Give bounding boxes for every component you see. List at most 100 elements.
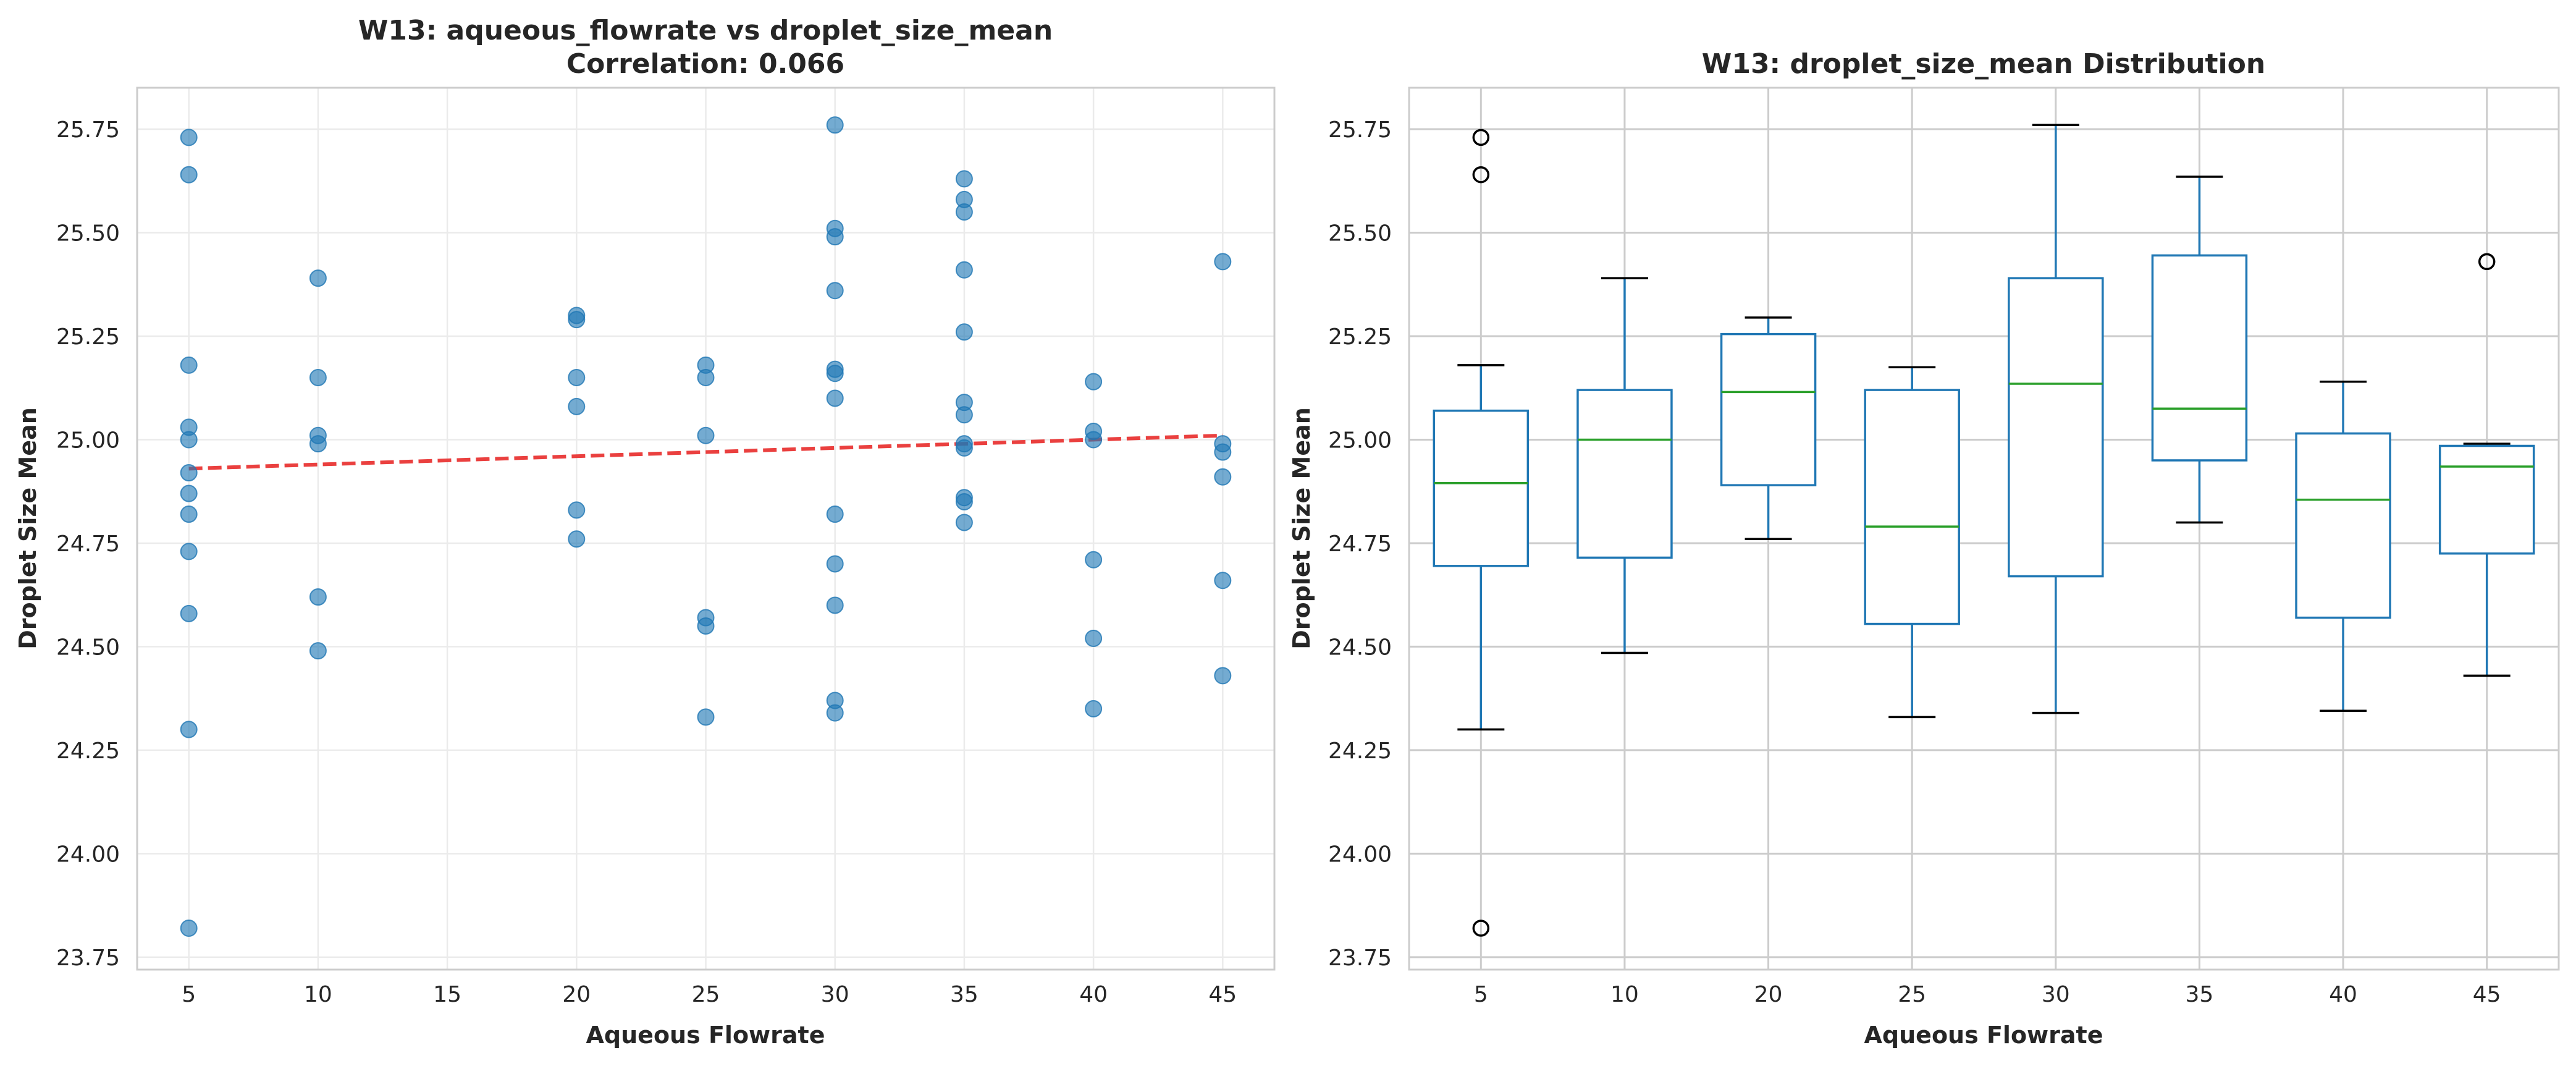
boxplot-outlier: [1472, 920, 1490, 937]
scatter-y-tick-label: 24.00: [56, 842, 120, 867]
scatter-point: [309, 642, 327, 660]
scatter-point: [1214, 443, 1232, 461]
boxplot-frame: [1408, 87, 2560, 971]
boxplot-y-ticks: 23.75 24.00 24.25 24.50 24.75 25.00 25.25 25.50…: [1328, 117, 1392, 971]
scatter-point: [180, 129, 198, 146]
scatter-x-tick-label: 10: [304, 982, 332, 1007]
boxplot-y-tick-label: 25.00: [1328, 428, 1392, 453]
boxplot-x-tick-label: 10: [1610, 982, 1639, 1007]
scatter-point: [1085, 700, 1103, 717]
scatter-point: [180, 356, 198, 374]
scatter-x-tick-label: 40: [1079, 982, 1108, 1007]
scatter-point: [826, 389, 844, 407]
boxplot-x-tick-label: 20: [1754, 982, 1783, 1007]
scatter-point: [826, 704, 844, 722]
scatter-x-tick-label: 35: [950, 982, 979, 1007]
boxplot-box-group: [2008, 124, 2104, 714]
scatter-point: [309, 588, 327, 606]
boxplot-box-group: [1433, 129, 1530, 937]
scatter-x-ticks: 5 10 15 20 25 30 35 40 45: [182, 982, 1237, 1007]
boxplot-panel: 5 10 20 25 30 35 40 45 23.75 24.00 24.25 24.50 24.7…: [1288, 48, 2560, 1049]
scatter-point: [826, 228, 844, 246]
scatter-point: [826, 116, 844, 134]
scatter-y-tick-label: 25.00: [56, 428, 120, 453]
scatter-point: [180, 920, 198, 937]
scatter-point: [697, 426, 715, 444]
scatter-point: [180, 721, 198, 738]
scatter-point: [955, 261, 973, 279]
scatter-point: [180, 484, 198, 502]
scatter-point: [955, 439, 973, 457]
boxplot-y-tick-label: 25.50: [1328, 221, 1392, 246]
scatter-points: [180, 116, 1232, 937]
scatter-point: [955, 514, 973, 531]
scatter-point: [697, 708, 715, 726]
scatter-trend-line: [188, 433, 1223, 471]
boxplot-y-axis-label: Droplet Size Mean: [1288, 407, 1315, 649]
boxplot-y-tick-label: 24.75: [1328, 531, 1392, 557]
boxplot-box-group: [1576, 277, 1673, 654]
boxplot-box: [2295, 432, 2391, 619]
scatter-point: [568, 397, 586, 415]
boxplot-y-tick-label: 24.25: [1328, 738, 1392, 764]
boxplot-y-tick-label: 25.25: [1328, 324, 1392, 350]
scatter-point: [697, 617, 715, 635]
scatter-point: [955, 493, 973, 510]
boxplot-box: [1433, 409, 1530, 567]
scatter-point: [1085, 551, 1103, 569]
boxplot-box: [2438, 444, 2535, 555]
scatter-point: [180, 431, 198, 449]
scatter-point: [1214, 253, 1232, 271]
scatter-point: [180, 543, 198, 560]
scatter-point: [568, 530, 586, 548]
scatter-y-ticks: 23.75 24.00 24.25 24.50 24.75 25.00 25.25 25.50…: [56, 117, 120, 971]
scatter-x-axis-label: Aqueous Flowrate: [586, 1022, 825, 1049]
boxplot-box: [2008, 277, 2104, 578]
boxplot-box-group: [2438, 253, 2535, 677]
scatter-point: [568, 311, 586, 329]
boxplot-y-tick-label: 25.75: [1328, 117, 1392, 143]
boxplot-box-group: [1720, 316, 1817, 540]
boxplot-box-group: [2151, 176, 2248, 524]
scatter-point: [309, 269, 327, 287]
scatter-x-tick-label: 15: [433, 982, 461, 1007]
boxplot-x-axis-label: Aqueous Flowrate: [1864, 1022, 2103, 1049]
scatter-point: [1085, 431, 1103, 449]
boxplot-y-tick-label: 24.00: [1328, 842, 1392, 867]
boxplot-boxes: [1433, 124, 2535, 937]
boxplot-box: [1864, 389, 1960, 625]
boxplot-x-tick-label: 40: [2329, 982, 2357, 1007]
scatter-point: [955, 203, 973, 221]
scatter-point: [180, 506, 198, 523]
scatter-y-tick-label: 25.75: [56, 117, 120, 143]
boxplot-box: [1720, 332, 1817, 486]
scatter-y-tick-label: 24.25: [56, 738, 120, 764]
scatter-point: [568, 501, 586, 519]
scatter-x-tick-label: 30: [821, 982, 849, 1007]
scatter-point: [309, 435, 327, 453]
scatter-y-tick-label: 24.50: [56, 635, 120, 660]
boxplot-outlier: [1472, 166, 1490, 184]
boxplot-x-tick-label: 30: [2042, 982, 2070, 1007]
scatter-x-tick-label: 25: [692, 982, 720, 1007]
scatter-point: [180, 464, 198, 482]
scatter-point: [1085, 630, 1103, 648]
boxplot-box: [1576, 389, 1673, 559]
scatter-point: [826, 365, 844, 383]
boxplot-title: W13: droplet_size_mean Distribution: [1702, 48, 2265, 80]
boxplot-box: [2151, 254, 2248, 462]
boxplot-x-tick-label: 25: [1898, 982, 1926, 1007]
boxplot-gridlines: [1409, 88, 2559, 970]
boxplot-outlier: [2478, 253, 2496, 271]
scatter-point: [955, 406, 973, 424]
scatter-trend-line-segment: [188, 433, 1223, 471]
boxplot-y-tick-label: 24.50: [1328, 635, 1392, 660]
scatter-x-tick-label: 20: [562, 982, 591, 1007]
scatter-point: [309, 368, 327, 386]
scatter-point: [1214, 667, 1232, 685]
scatter-x-tick-label: 45: [1208, 982, 1237, 1007]
scatter-y-tick-label: 25.50: [56, 221, 120, 246]
scatter-y-tick-label: 25.25: [56, 324, 120, 350]
scatter-title: W13: aqueous_flowrate vs droplet_size_me…: [358, 15, 1053, 46]
